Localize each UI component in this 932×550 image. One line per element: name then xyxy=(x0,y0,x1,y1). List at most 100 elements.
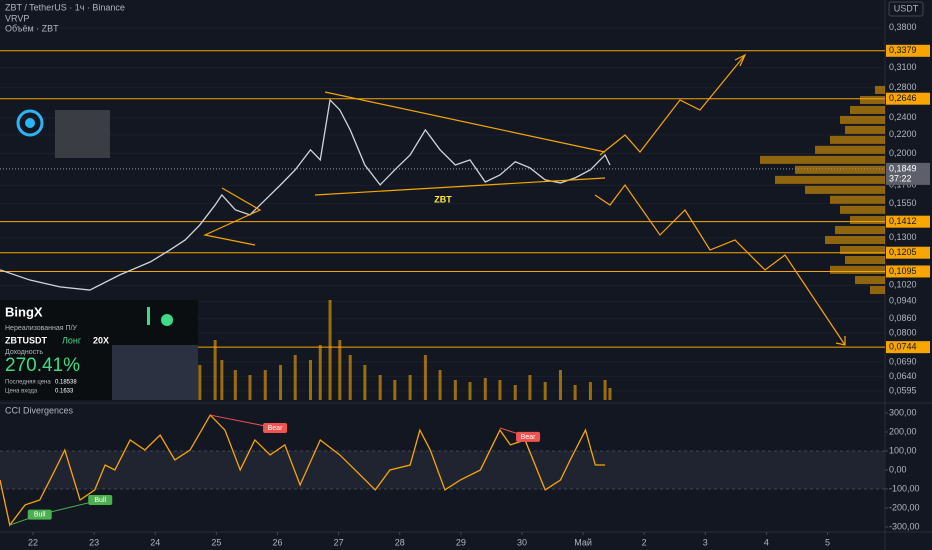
profile-bar xyxy=(870,286,885,295)
volume-bar xyxy=(198,365,202,400)
projection-up xyxy=(599,54,746,156)
volume-bar xyxy=(528,375,532,400)
profile-bar xyxy=(845,125,885,134)
y-tick-label: 300,00 xyxy=(889,407,917,417)
level-label: 0,1205 xyxy=(889,247,917,257)
x-tick-label: 23 xyxy=(89,537,99,547)
volume-bar xyxy=(338,340,342,400)
y-tick-label: -300,00 xyxy=(889,521,920,531)
price-line xyxy=(0,98,611,291)
y-tick-label: 0,0940 xyxy=(889,296,917,306)
card-photo xyxy=(112,345,198,400)
profile-bar xyxy=(760,155,885,164)
divergence-tag xyxy=(516,431,541,442)
y-tick-label: 0,2000 xyxy=(889,148,917,158)
profile-bar xyxy=(825,235,885,244)
volume-bar xyxy=(438,370,442,400)
y-tick-label: 0,1550 xyxy=(889,198,917,208)
volume-bar xyxy=(603,380,607,400)
x-tick-label: 24 xyxy=(150,537,160,547)
volume-bar xyxy=(468,382,472,400)
plot xyxy=(0,50,885,527)
overlay: 0,38000,31000,28000,24000,22000,20000,17… xyxy=(27,22,930,547)
value: 0.1633 xyxy=(55,389,74,395)
volume-bar xyxy=(263,370,267,400)
symbol: ZBTUSDT xyxy=(5,335,47,345)
volume-bar xyxy=(279,365,283,400)
level-tag xyxy=(886,246,930,259)
volume-bar xyxy=(498,380,502,400)
volume-bar xyxy=(393,380,397,400)
pnl-card: BingX Нереализованная П/У ZBTUSDT Лонг 2… xyxy=(0,300,198,400)
x-tick-label: Май xyxy=(574,537,592,547)
arrow-head xyxy=(734,53,747,67)
y-tick-label: 0,1020 xyxy=(889,280,917,290)
last-price-tag xyxy=(886,162,930,185)
volume-bar xyxy=(220,360,224,400)
card-icon xyxy=(161,314,173,326)
profile-bar xyxy=(805,185,885,194)
currency[interactable]: USDT xyxy=(894,3,919,13)
label: Нереализованная П/У xyxy=(5,325,78,332)
volume-bar xyxy=(543,382,547,400)
currency-box[interactable] xyxy=(888,1,924,17)
x-tick-label: 3 xyxy=(703,537,708,547)
pane-title: CCI Divergences xyxy=(5,405,74,415)
level-tag xyxy=(886,92,930,105)
x-tick-label: 29 xyxy=(456,537,466,547)
avatar xyxy=(55,110,110,158)
brand: BingX xyxy=(5,304,43,319)
logo xyxy=(25,118,35,128)
volume-bar xyxy=(318,345,322,400)
y-tick-label: 0,2800 xyxy=(889,82,917,92)
volume-bar xyxy=(453,380,457,400)
divergence-tag xyxy=(88,494,113,505)
chart-title: ZBT / TetherUS · 1ч · Binance xyxy=(5,2,125,12)
y-tick-label: 0,0595 xyxy=(889,385,917,395)
volume-bar xyxy=(558,370,562,400)
x-tick-label: 22 xyxy=(28,537,38,547)
profile-bar xyxy=(855,276,885,285)
profile-bar xyxy=(815,145,885,154)
profile-bar xyxy=(835,226,885,235)
volume-bar xyxy=(378,375,382,400)
divergence-label: Bear xyxy=(521,434,536,441)
volume-bar xyxy=(233,370,237,400)
volume-bar xyxy=(483,378,487,400)
cci-line xyxy=(0,414,606,527)
profile-bar xyxy=(850,216,885,225)
y-tick-label: 200,00 xyxy=(889,426,917,436)
volume-bar xyxy=(513,385,517,400)
arrow-head xyxy=(835,336,846,346)
profile-bar xyxy=(775,175,885,184)
label: Цена входа xyxy=(5,389,38,395)
value: 0.18538 xyxy=(55,380,77,386)
level-label: 0,2646 xyxy=(889,93,917,103)
card-icon xyxy=(147,307,150,325)
profile-bar xyxy=(860,95,885,104)
x-tick-label: 5 xyxy=(825,537,830,547)
annotation: ZBT xyxy=(434,194,452,204)
volume-bar xyxy=(308,360,312,400)
volume-bar xyxy=(608,388,612,400)
logo xyxy=(16,109,44,137)
drawings xyxy=(203,53,846,346)
volume-bar xyxy=(423,355,427,400)
profile-bar xyxy=(850,105,885,114)
flag xyxy=(203,187,262,246)
y-tick-label: -200,00 xyxy=(889,502,920,512)
y-tick-label: 0,00 xyxy=(889,464,907,474)
profile-bar xyxy=(830,135,885,144)
x-tick-label: 30 xyxy=(517,537,527,547)
label: Последняя цена xyxy=(5,380,51,386)
y-tick-label: 0,2200 xyxy=(889,129,917,139)
profile-bar xyxy=(845,256,885,265)
divergence-label: Bull xyxy=(94,497,106,504)
y-tick-label: 0,3800 xyxy=(889,22,917,32)
y-tick-label: 0,1300 xyxy=(889,232,917,242)
level-tag xyxy=(886,44,930,57)
level-tag xyxy=(886,341,930,354)
level-label: 0,1095 xyxy=(889,266,917,276)
volume-bar xyxy=(588,382,592,400)
